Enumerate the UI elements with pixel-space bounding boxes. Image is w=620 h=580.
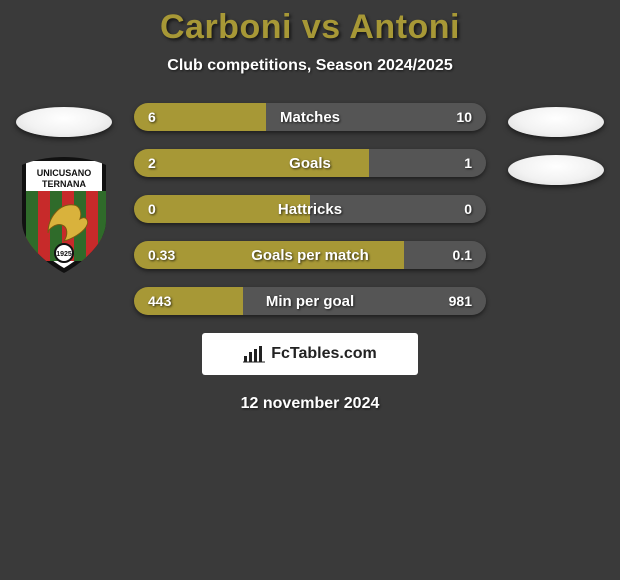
crest-year: 1925 [56,251,72,258]
stat-segment-left [134,241,404,269]
page-title: Carboni vs Antoni [0,8,620,47]
stat-segment-left [134,195,310,223]
comparison-card: Carboni vs Antoni Club competitions, Sea… [0,0,620,413]
stat-bar: Min per goal443981 [134,287,486,315]
stat-segment-right [404,241,486,269]
content-row: UNICUSANO TERNANA 1925 Matches610 Goals21… [0,103,620,315]
stat-bar: Matches610 [134,103,486,131]
stat-segment-right [243,287,486,315]
right-player-column [502,103,610,185]
stat-segment-right [266,103,486,131]
player-photo-placeholder-right-1 [508,107,604,137]
stat-bar: Hattricks00 [134,195,486,223]
stat-segment-left [134,149,369,177]
stat-bar: Goals21 [134,149,486,177]
stat-segment-left [134,287,243,315]
date-text: 12 november 2024 [0,395,620,413]
stat-segment-left [134,103,266,131]
club-crest-left: UNICUSANO TERNANA 1925 [18,155,110,275]
crest-text-bottom: TERNANA [42,179,86,189]
crest-text-top: UNICUSANO [37,168,92,178]
stats-bars: Matches610 Goals21 Hattricks00 Goals per ma… [134,103,486,315]
player-photo-placeholder-right-2 [508,155,604,185]
brand-watermark: FcTables.com [202,333,418,375]
bar-chart-icon [243,345,265,363]
player-photo-placeholder-left [16,107,112,137]
stat-segment-right [310,195,486,223]
left-player-column: UNICUSANO TERNANA 1925 [10,103,118,275]
stat-segment-right [369,149,486,177]
stat-bar: Goals per match0.330.1 [134,241,486,269]
page-subtitle: Club competitions, Season 2024/2025 [0,57,620,75]
brand-text: FcTables.com [271,345,377,363]
ternana-crest-icon: UNICUSANO TERNANA 1925 [18,155,110,275]
